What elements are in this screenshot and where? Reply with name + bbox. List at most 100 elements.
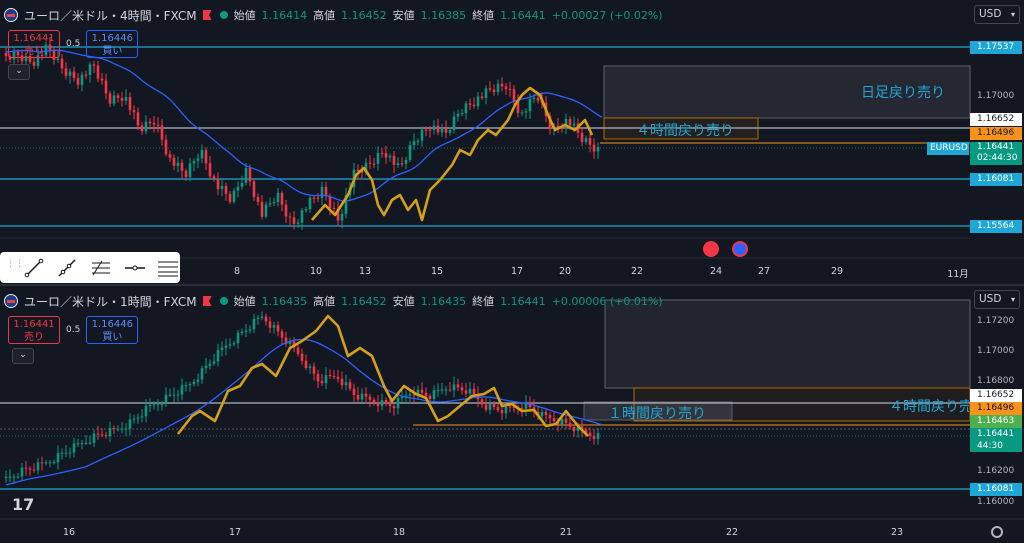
candle-body	[544, 411, 548, 416]
sell-price: 1.16441	[13, 319, 55, 330]
symbol-title[interactable]: ユーロ／米ドル・4時間・FXCM	[24, 8, 197, 23]
candle-body	[28, 468, 32, 470]
price-label-level: 1.16463	[970, 415, 1022, 428]
chart-canvas-4h[interactable]	[0, 0, 1024, 284]
candle-body	[88, 442, 92, 444]
settings-icon[interactable]	[991, 526, 1003, 538]
candle-body	[240, 182, 244, 187]
candle-body	[512, 89, 516, 102]
buy-button[interactable]: 1.16446 買い	[86, 30, 139, 58]
candle-body	[452, 384, 456, 391]
candle-body	[48, 462, 52, 464]
candle-body	[276, 325, 280, 332]
candle-body	[152, 123, 156, 125]
candle-body	[468, 103, 472, 105]
candle-body	[4, 53, 8, 57]
candle-body	[84, 74, 88, 76]
candle-body	[364, 393, 368, 397]
candle-body	[96, 65, 100, 79]
candle-body	[516, 101, 520, 113]
sell-label: 売り	[24, 46, 44, 57]
fib-icon[interactable]	[89, 257, 113, 279]
candle-body	[76, 443, 80, 445]
price-tick: 1.16200	[977, 466, 1015, 476]
currency-select[interactable]: USD ▾	[974, 290, 1020, 309]
high-value: 1.16452	[341, 8, 387, 22]
candle-body	[248, 329, 252, 331]
candles-4h	[4, 37, 600, 230]
candle-body	[80, 443, 84, 445]
candle-body	[432, 125, 436, 131]
candle-body	[236, 186, 240, 191]
candle-body	[464, 390, 468, 394]
us-event-flag-icon[interactable]	[703, 241, 719, 257]
flag-icon[interactable]	[202, 296, 212, 306]
candle-body	[548, 415, 552, 419]
candle-body	[464, 103, 468, 113]
flag-icon[interactable]	[202, 10, 212, 20]
daily-zone-label: 日足戻り売り	[861, 85, 945, 101]
candle-body	[268, 203, 272, 205]
chart-pane-1h[interactable]: ユーロ／米ドル・1時間・FXCM 始値 1.16435 高値 1.16452 安値 1…	[0, 286, 1024, 543]
candle-body	[136, 112, 140, 126]
symbol-title[interactable]: ユーロ／米ドル・1時間・FXCM	[24, 294, 197, 309]
candle-body	[440, 389, 444, 391]
buy-price: 1.16446	[91, 33, 133, 44]
date-tick: 24	[709, 266, 723, 277]
parallel-channel-icon[interactable]	[156, 257, 180, 279]
collapse-button[interactable]: ⌄	[8, 64, 30, 80]
candle-body	[320, 381, 324, 384]
candle-body	[308, 197, 312, 210]
candle-body	[348, 382, 352, 389]
chart-canvas-1h[interactable]	[0, 286, 1024, 543]
moving-average-4h	[5, 49, 603, 202]
candle-body	[408, 145, 412, 160]
horizontal-line-icon[interactable]	[123, 257, 147, 279]
date-tick: 18	[392, 527, 406, 538]
chart-pane-4h[interactable]: ユーロ／米ドル・4時間・FXCM 始値 1.16414 高値 1.16452 安値 1…	[0, 0, 1024, 284]
candle-body	[388, 403, 392, 407]
ray-icon[interactable]	[56, 257, 80, 279]
candle-body	[164, 139, 168, 155]
candle-body	[152, 404, 156, 406]
candle-body	[32, 61, 36, 66]
candle-body	[588, 138, 592, 145]
candle-body	[488, 88, 492, 90]
candle-body	[12, 51, 16, 60]
eurusd-flag-icon	[4, 8, 18, 22]
sell-button[interactable]: 1.16441 売り	[8, 316, 60, 344]
candle-body	[424, 129, 428, 131]
candle-body	[260, 316, 264, 318]
candle-body	[288, 216, 292, 218]
candle-body	[244, 168, 248, 183]
collapse-button[interactable]: ⌄	[12, 348, 34, 364]
buy-button[interactable]: 1.16446 買い	[86, 316, 139, 344]
candle-body	[16, 476, 20, 478]
drawing-toolbar: ⋮⋮	[0, 252, 180, 283]
candle-body	[520, 112, 524, 114]
candle-body	[472, 104, 476, 107]
price-tick: 1.17000	[977, 346, 1015, 356]
candle-body	[404, 395, 408, 397]
change-value: +0.00027 (+0.02%)	[551, 8, 663, 22]
chevron-down-icon: ⌄	[15, 66, 23, 76]
candle-body	[128, 419, 132, 429]
chart-header-1h: ユーロ／米ドル・1時間・FXCM 始値 1.16435 高値 1.16452 安値 1…	[4, 292, 663, 310]
candle-body	[52, 462, 56, 464]
candle-body	[368, 396, 372, 400]
pane-separator[interactable]	[0, 284, 1024, 286]
drag-handle-icon[interactable]: ⋮⋮	[6, 258, 24, 269]
candle-body	[220, 185, 224, 190]
candle-body	[204, 150, 208, 164]
us-event-flag-icon[interactable]	[732, 241, 748, 257]
candle-body	[188, 384, 192, 386]
candle-body	[368, 162, 372, 164]
low-value: 1.16435	[420, 294, 467, 308]
currency-select[interactable]: USD ▾	[974, 5, 1020, 24]
candle-body	[104, 80, 108, 94]
sell-button[interactable]: 1.16441 売り	[8, 30, 60, 58]
trend-line-icon[interactable]	[22, 257, 46, 279]
wave-line-1h	[176, 314, 589, 437]
candle-body	[264, 204, 268, 217]
candle-body	[360, 393, 364, 400]
